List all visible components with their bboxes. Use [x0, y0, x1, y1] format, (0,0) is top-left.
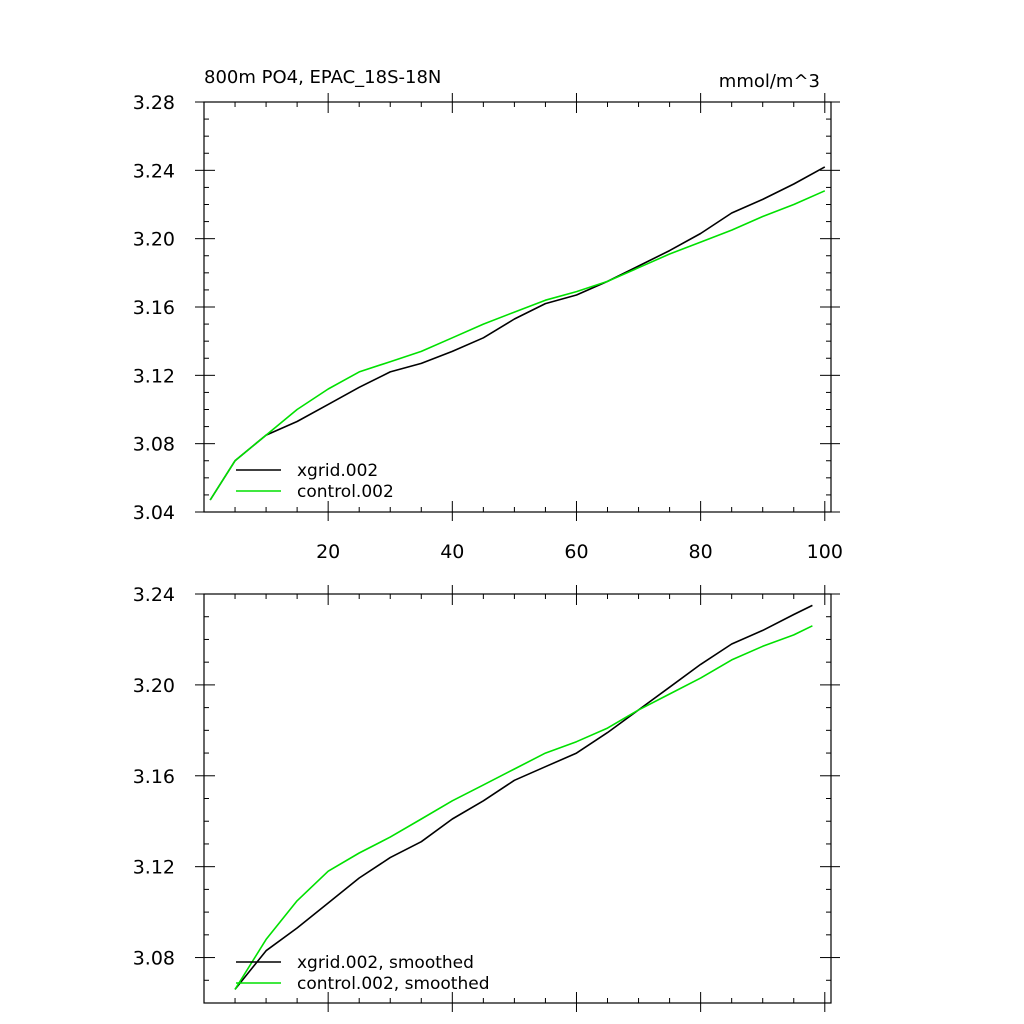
legend-label: xgrid.002, smoothed [297, 953, 474, 973]
series-line-2 [234, 625, 813, 990]
y-tick-label: 3.16 [133, 297, 175, 319]
y-tick-label: 3.24 [133, 160, 175, 182]
y-tick-label: 3.08 [133, 948, 175, 970]
y-tick-label: 3.28 [133, 92, 175, 114]
y-tick-label: 3.08 [133, 434, 175, 456]
y-tick-label: 3.04 [133, 502, 175, 524]
legend-label: control.002 [297, 482, 394, 502]
chart-title: 800m PO4, EPAC_18S-18N [204, 67, 441, 88]
series-line-1 [234, 604, 813, 990]
x-tick-label: 40 [440, 541, 464, 563]
y-tick-label: 3.24 [133, 584, 175, 606]
x-tick-label: 100 [807, 541, 843, 563]
legend-label: xgrid.002 [297, 461, 378, 481]
y-tick-label: 3.12 [133, 857, 175, 879]
legend-label: control.002, smoothed [297, 974, 490, 994]
series-line-2 [209, 190, 826, 501]
y-tick-label: 3.20 [133, 675, 175, 697]
plot-frame [203, 593, 832, 1004]
plot-frame [203, 101, 832, 513]
bottom-panel: 3.08 3.12 3.16 3.20 3.24 xgrid.002, smoothedc… [133, 584, 840, 1012]
series-line-1 [209, 166, 826, 501]
x-tick-label: 20 [316, 541, 340, 563]
x-tick-label: 60 [564, 541, 588, 563]
y-tick-label: 3.12 [133, 365, 175, 387]
x-tick-label: 80 [689, 541, 713, 563]
y-tick-label: 3.20 [133, 229, 175, 251]
units-label: mmol/m^3 [719, 71, 820, 92]
top-panel: 20 40 60 80 100 3.04 3.08 3.12 3.16 3.20 3.24 3.28 x… [133, 92, 843, 563]
y-tick-label: 3.16 [133, 766, 175, 788]
